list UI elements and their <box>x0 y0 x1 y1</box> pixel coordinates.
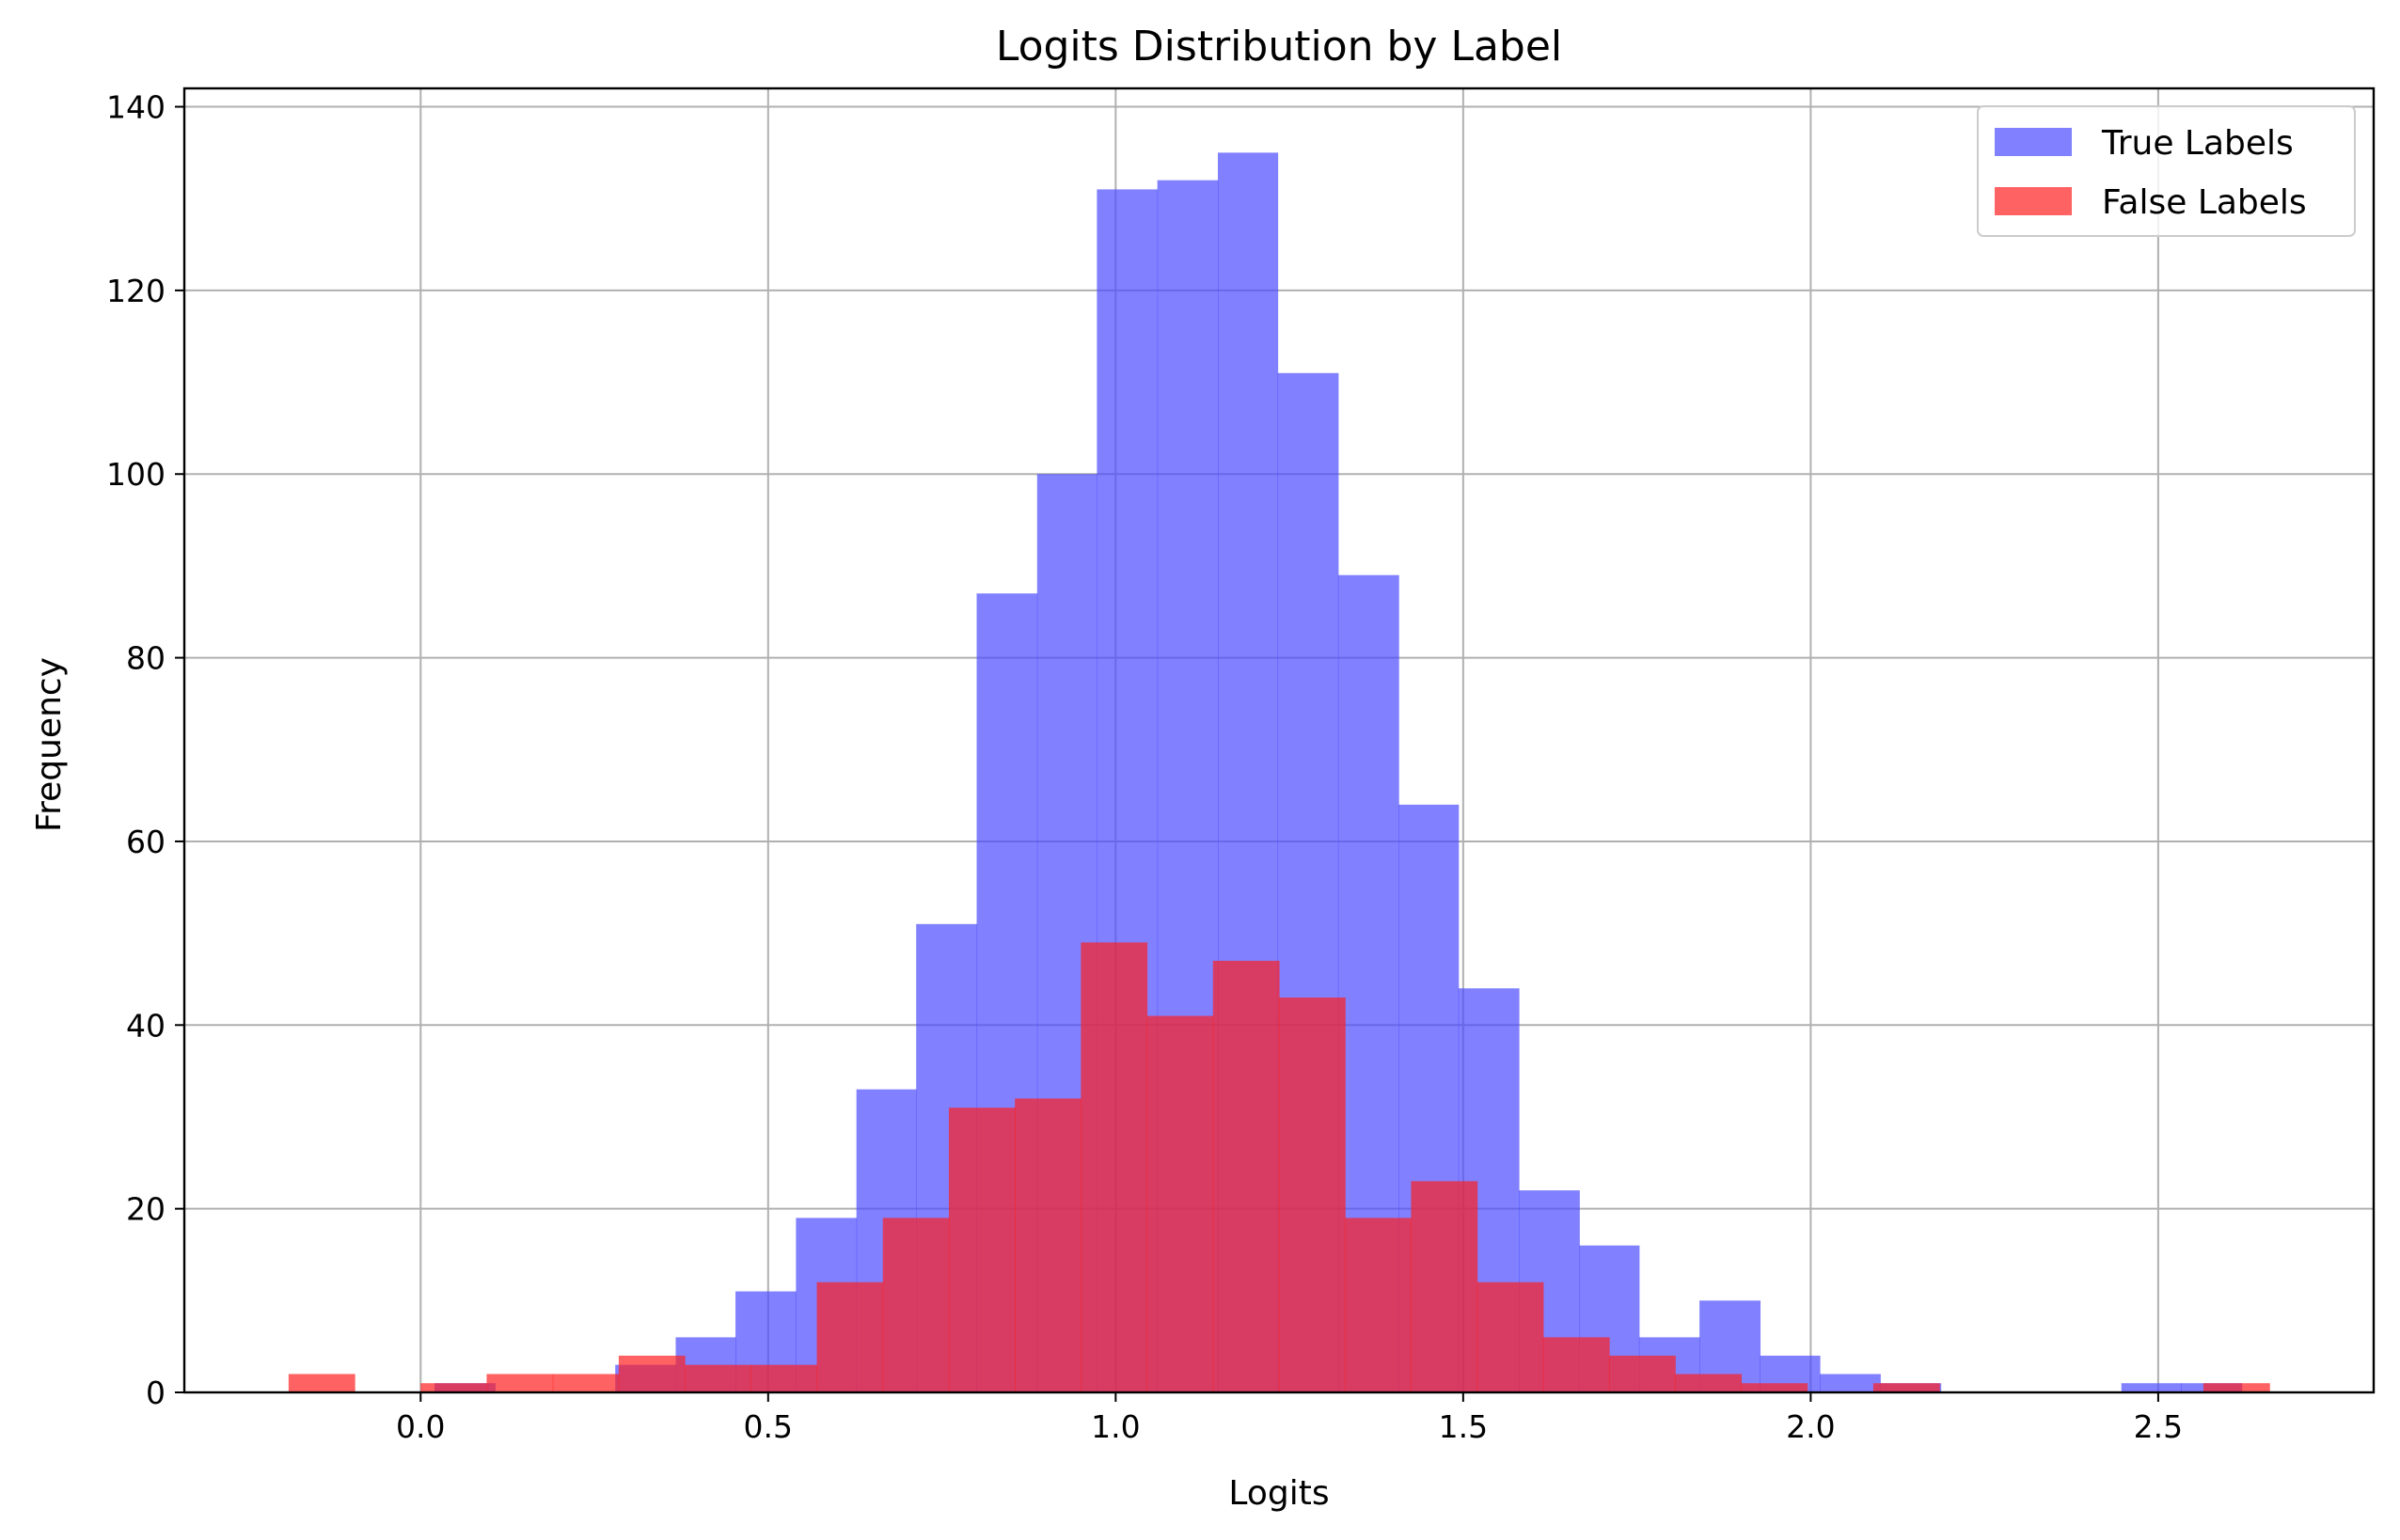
axis-ticks: 0.0 0.5 1.0 1.5 2.0 2.5 0 20 40 60 80 100 120 140 <box>106 89 2183 1445</box>
series-1 <box>288 942 2270 1392</box>
x-tick-label-1: 0.5 <box>744 1408 793 1445</box>
series-1-bar-10 <box>948 1108 1016 1392</box>
series-1-bar-16 <box>1345 1218 1413 1392</box>
legend-swatch-1 <box>1995 187 2072 215</box>
y-axis-label: Frequency <box>30 657 69 832</box>
series-1-bar-4 <box>552 1374 620 1392</box>
series-1-bar-12 <box>1081 942 1148 1392</box>
series-1-bar-3 <box>486 1374 554 1392</box>
y-tick-label-0: 0 <box>146 1375 166 1411</box>
series-1-bar-17 <box>1411 1181 1478 1392</box>
legend-label-1: False Labels <box>2102 183 2307 222</box>
legend-label-0: True Labels <box>2101 124 2294 163</box>
bars <box>288 152 2270 1393</box>
x-tick-label-2: 1.0 <box>1091 1408 1140 1445</box>
series-1-bar-24 <box>1872 1383 1940 1392</box>
series-1-bar-15 <box>1279 997 1346 1392</box>
chart-title: Logits Distribution by Label <box>996 23 1562 71</box>
series-1-bar-5 <box>618 1355 686 1392</box>
y-tick-label-4: 80 <box>126 640 166 677</box>
series-1-bar-14 <box>1212 960 1280 1392</box>
series-1-bar-7 <box>750 1364 818 1392</box>
series-1-bar-0 <box>288 1374 355 1392</box>
series-1-bar-20 <box>1609 1355 1676 1392</box>
x-tick-label-0: 0.0 <box>396 1408 445 1445</box>
series-0-bar-23 <box>1819 1374 1881 1392</box>
plot-frame <box>182 86 2376 1394</box>
series-1-bar-9 <box>882 1218 950 1392</box>
y-tick-label-5: 100 <box>106 456 166 493</box>
legend-box <box>1977 105 2356 237</box>
series-1-bar-2 <box>420 1383 488 1392</box>
series-1-bar-29 <box>2203 1383 2270 1392</box>
series-1-bar-21 <box>1675 1374 1743 1392</box>
x-tick-label-4: 2.0 <box>1786 1408 1835 1445</box>
series-1-bar-19 <box>1542 1337 1610 1392</box>
y-tick-label-6: 120 <box>106 273 166 309</box>
series-1-bar-13 <box>1146 1015 1214 1392</box>
y-tick-label-1: 20 <box>126 1191 166 1228</box>
legend-swatch-0 <box>1995 128 2072 156</box>
y-tick-label-7: 140 <box>106 89 166 126</box>
x-tick-label-3: 1.5 <box>1439 1408 1488 1445</box>
series-1-bar-22 <box>1741 1383 1808 1392</box>
x-axis-label: Logits <box>1228 1474 1329 1513</box>
series-0-bar-28 <box>2121 1383 2182 1392</box>
series-1-bar-8 <box>816 1281 884 1392</box>
x-tick-label-5: 2.5 <box>2134 1408 2183 1445</box>
y-tick-label-2: 40 <box>126 1007 166 1044</box>
series-1-bar-6 <box>685 1364 751 1392</box>
series-1-bar-11 <box>1015 1098 1082 1392</box>
y-tick-label-3: 60 <box>126 824 166 860</box>
legend: True Labels False Labels <box>1977 105 2356 237</box>
series-1-bar-18 <box>1476 1281 1544 1392</box>
